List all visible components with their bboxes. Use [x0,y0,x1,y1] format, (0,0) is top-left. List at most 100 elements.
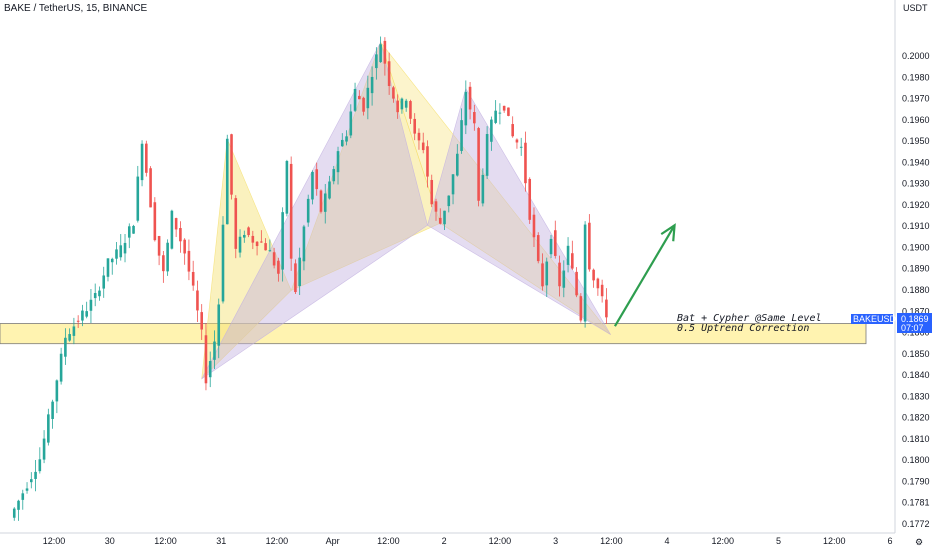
y-tick-label: 0.1970 [902,94,930,104]
candle [311,171,314,200]
candle [294,263,297,293]
candle [174,218,178,230]
candle [515,139,519,143]
candle [136,176,140,221]
candle [123,242,127,254]
y-tick-label: 0.1920 [902,200,930,210]
y-tick-label: 0.1940 [902,157,930,167]
y-tick-label: 0.1850 [902,349,930,359]
candle [417,132,421,141]
x-tick-label: 6 [887,536,892,546]
candle [583,224,587,322]
x-tick-label: 12:00 [823,536,846,546]
x-tick-label: Apr [326,536,340,546]
candle [464,91,468,126]
candle [132,225,135,234]
candle [149,168,152,208]
candle [208,361,212,378]
candle [315,169,319,190]
projection-arrow [613,224,676,327]
candle [426,146,429,177]
candle [323,193,327,212]
candle [264,243,267,251]
x-tick-label: 12:00 [377,536,400,546]
candle [413,118,416,134]
x-tick-label: 12:00 [266,536,289,546]
candle [251,235,255,243]
price-currency-label: USDT [903,3,928,13]
candle [498,112,502,114]
candle [460,120,463,151]
y-tick-label: 0.1830 [902,391,930,401]
candle [72,326,76,336]
candle [566,245,570,265]
candle [30,479,33,483]
candle [447,195,451,207]
candle [140,143,144,181]
annotation-text: 0.5 Uptrend Correction [677,323,809,334]
candle [605,299,608,318]
candle [438,217,442,224]
candle [68,334,71,341]
y-tick-label: 0.1870 [902,306,930,316]
candle [490,119,493,142]
candle [238,236,242,253]
candle [12,508,16,518]
candle [243,234,246,238]
symbol-tag [851,314,893,324]
candle [166,242,169,272]
candle [55,380,59,402]
candle [511,124,514,137]
x-tick-label: 12:00 [489,536,512,546]
x-tick-label: 5 [776,536,781,546]
candle [434,201,438,212]
candle [358,95,361,100]
y-tick-label: 0.1900 [902,242,930,252]
candle [485,134,489,176]
candle [93,293,97,299]
candle [375,54,378,69]
candle [596,278,600,289]
candle [562,270,566,288]
candle [336,151,340,173]
candle [25,488,29,491]
candle [502,105,506,111]
candle [536,235,540,262]
candle [387,61,391,87]
candle [558,262,561,287]
candle [507,107,510,116]
candle [221,224,225,302]
candle [477,128,480,201]
candles [12,36,608,521]
candle [230,134,233,195]
x-tick-label: 31 [216,536,226,546]
x-tick-label: 4 [665,536,670,546]
candle [366,87,370,109]
candle [260,241,263,243]
x-tick-label: 12:00 [154,536,177,546]
y-tick-label: 0.1890 [902,264,930,274]
candle [59,353,63,382]
candle [545,261,549,286]
candle [362,97,365,112]
y-tick-label: 0.1772 [902,519,930,529]
candle [289,163,293,259]
candle [64,337,67,357]
candle [89,299,93,311]
last-price-text: 0.1869 [901,314,929,324]
candle [51,401,54,419]
candle [170,210,174,249]
candle [234,198,238,249]
candle [76,320,80,322]
candle [145,143,148,173]
candle [187,250,191,272]
candle [200,312,203,330]
support-zone [0,323,867,345]
candle [106,258,110,277]
candle [409,101,412,119]
countdown-text: 07:07 [901,323,924,333]
pattern-triangle-bat [380,42,611,335]
candle [17,500,20,510]
